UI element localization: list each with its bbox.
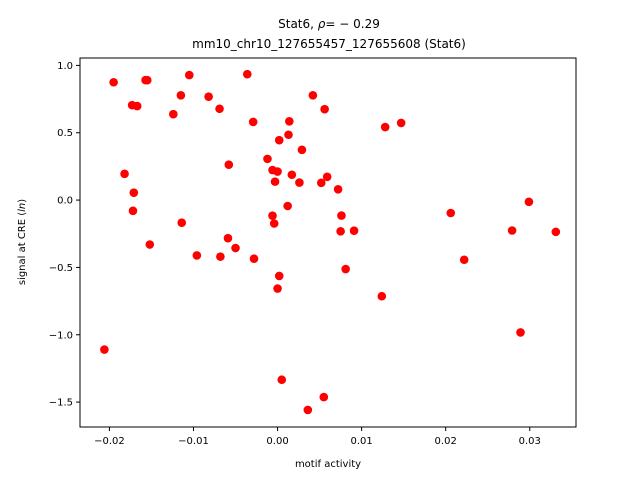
x-tick-label-4: 0.02: [435, 436, 457, 447]
data-point-53: [273, 284, 282, 293]
data-point-6: [204, 92, 213, 101]
x-tick-label-5: 0.03: [519, 436, 541, 447]
data-point-45: [145, 240, 155, 249]
data-point-49: [249, 254, 259, 263]
data-point-31: [129, 188, 139, 197]
data-point-39: [269, 219, 279, 228]
chart-title-line1: Stat6, ρ= − 0.29: [278, 17, 380, 31]
y-tick-label-2: 0.0: [57, 196, 73, 207]
data-point-42: [507, 226, 517, 235]
data-point-38: [177, 218, 187, 227]
data-point-14: [285, 117, 294, 126]
data-point-43: [551, 227, 561, 237]
data-point-36: [268, 211, 277, 220]
data-point-21: [224, 160, 234, 169]
data-point-50: [459, 255, 469, 265]
data-point-17: [284, 130, 293, 140]
y-tick-label-1: 0.5: [57, 128, 73, 139]
data-point-4: [242, 69, 252, 79]
y-axis: 1.0 0.5 0.0 −0.5 −1.0 −1.5: [49, 61, 80, 409]
data-point-7: [308, 91, 318, 100]
x-tick-label-3: 0.01: [350, 436, 372, 447]
data-point-59: [303, 405, 313, 415]
data-point-28: [295, 178, 304, 187]
data-point-52: [274, 271, 284, 281]
data-point-2: [142, 75, 152, 85]
data-point-5: [176, 91, 186, 100]
data-point-29: [316, 178, 326, 188]
data-point-24: [120, 169, 129, 179]
data-point-19: [297, 145, 307, 155]
data-point-12: [169, 109, 178, 119]
data-point-27: [270, 177, 280, 186]
data-point-56: [100, 345, 109, 354]
data-point-23: [273, 167, 282, 176]
y-tick-label-4: −1.0: [49, 330, 73, 341]
data-point-33: [283, 201, 292, 211]
x-axis: −0.02 −0.01 0.00 0.01 0.02 0.03: [94, 427, 541, 447]
x-tick-label-0: −0.02: [94, 436, 125, 447]
data-point-3: [184, 70, 194, 80]
data-point-11: [320, 104, 329, 114]
data-point-18: [274, 135, 284, 145]
plot-frame: [79, 57, 577, 428]
data-point-51: [341, 264, 350, 274]
data-point-48: [216, 252, 225, 261]
x-tick-label-2: 0.00: [266, 436, 288, 447]
data-point-10: [215, 104, 224, 114]
y-tick-label-5: −1.5: [49, 398, 73, 409]
data-point-46: [231, 243, 240, 253]
data-point-25: [287, 170, 297, 180]
data-point-13: [248, 117, 258, 127]
data-point-32: [524, 197, 534, 207]
data-point-0: [109, 77, 118, 87]
data-point-55: [516, 328, 525, 337]
data-point-40: [336, 227, 345, 236]
data-point-44: [223, 233, 233, 243]
data-point-35: [446, 208, 456, 218]
data-point-57: [277, 375, 287, 385]
data-point-9: [132, 101, 142, 111]
data-point-20: [263, 154, 272, 164]
data-point-41: [349, 226, 359, 235]
data-point-58: [319, 392, 329, 402]
data-point-34: [128, 206, 138, 216]
data-point-30: [333, 185, 343, 194]
data-point-26: [322, 172, 332, 182]
data-point-16: [380, 122, 390, 132]
data-point-15: [396, 118, 406, 128]
y-axis-label: signal at CRE (ln): [17, 199, 28, 285]
points-layer: [100, 69, 561, 415]
data-point-54: [377, 291, 387, 301]
data-point-47: [192, 251, 202, 260]
data-point-37: [337, 211, 346, 220]
y-tick-label-0: 1.0: [57, 61, 73, 72]
y-tick-label-3: −0.5: [49, 263, 73, 274]
chart-title-line2: mm10_chr10_127655457_127655608 (Stat6): [192, 37, 466, 51]
x-axis-label: motif activity: [295, 459, 361, 470]
x-tick-label-1: −0.01: [178, 436, 209, 447]
